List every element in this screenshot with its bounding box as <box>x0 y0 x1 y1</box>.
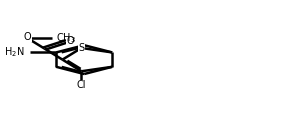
Text: O: O <box>66 36 74 46</box>
Text: O: O <box>24 32 32 42</box>
Text: S: S <box>78 43 84 53</box>
Text: Cl: Cl <box>77 80 86 90</box>
Text: CH$_3$: CH$_3$ <box>56 31 76 45</box>
Text: H$_2$N: H$_2$N <box>4 46 25 59</box>
